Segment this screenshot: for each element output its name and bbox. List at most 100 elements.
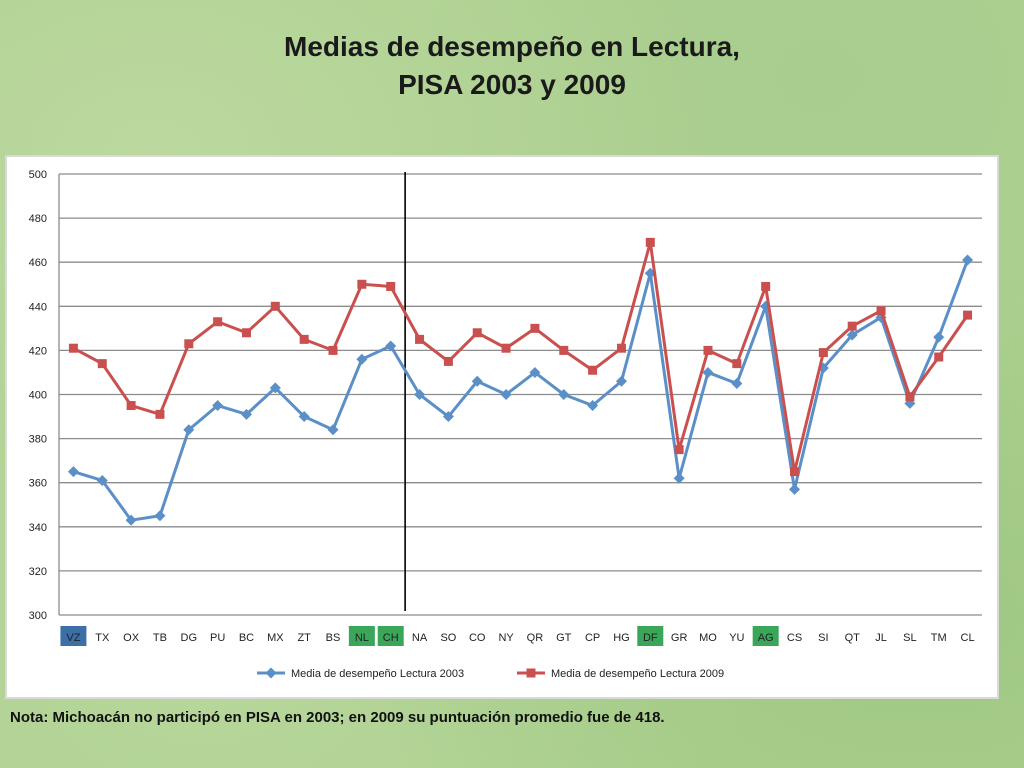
- data-point-2009: [443, 356, 453, 366]
- x-tick-label: CO: [469, 632, 486, 644]
- x-tick-label: SI: [818, 632, 828, 644]
- data-point-2009: [761, 281, 771, 291]
- series-line-1: [72, 259, 969, 522]
- y-tick-label: 360: [29, 478, 47, 490]
- y-tick-label: 460: [29, 257, 47, 269]
- data-point-2003: [212, 400, 224, 412]
- category-highlight: [752, 626, 779, 646]
- x-tick-label: BS: [326, 632, 341, 644]
- data-point-2003: [846, 329, 858, 341]
- data-point-2009: [588, 365, 598, 375]
- data-point-2009: [357, 279, 367, 289]
- data-point-2003: [817, 362, 829, 374]
- data-point-2009: [184, 339, 194, 349]
- data-point-2009: [328, 345, 338, 355]
- y-tick-label: 400: [29, 390, 47, 402]
- x-tick-label: DG: [181, 632, 198, 644]
- x-tick-label: NY: [498, 632, 514, 644]
- data-point-2003: [933, 331, 945, 343]
- x-tick-label: MO: [699, 632, 717, 644]
- data-point-2009: [818, 348, 828, 358]
- data-point-2009: [530, 323, 540, 333]
- footnote: Nota: Michoacán no participó en PISA en …: [10, 709, 665, 726]
- x-tick-label: MX: [267, 632, 284, 644]
- data-point-2009: [213, 317, 223, 327]
- line-chart: 300 320 340 360 380 400 420 440 460 480 500 VZ TX OX T…: [29, 169, 982, 680]
- data-point-2009: [472, 328, 482, 338]
- x-tick-label: NL: [355, 632, 369, 644]
- x-tick-label: PU: [210, 632, 225, 644]
- data-point-2009: [559, 345, 569, 355]
- x-tick-label: GT: [556, 632, 572, 644]
- data-point-2003: [385, 340, 397, 352]
- title-line-2: PISA 2003 y 2009: [398, 69, 626, 100]
- data-point-2009: [645, 237, 655, 247]
- category-highlight: [377, 626, 404, 646]
- data-point-2003: [702, 366, 714, 378]
- x-tick-label: SO: [440, 632, 456, 644]
- x-tick-label: SL: [903, 632, 916, 644]
- data-point-2009: [905, 392, 915, 402]
- data-point-2003: [125, 514, 137, 526]
- legend-label: Media de desempeño Lectura 2009: [551, 668, 724, 680]
- data-point-2009: [501, 343, 511, 353]
- data-point-2003: [500, 389, 512, 400]
- data-point-2003: [240, 408, 252, 420]
- x-tick-label: BC: [239, 632, 254, 644]
- data-point-2009: [299, 334, 309, 344]
- data-point-2003: [731, 377, 743, 389]
- y-tick-label: 420: [29, 345, 47, 357]
- y-tick-label: 380: [29, 434, 47, 446]
- data-point-2009: [790, 467, 800, 477]
- x-tick-label: YU: [729, 632, 744, 644]
- data-point-2009: [68, 343, 78, 353]
- data-point-2009: [386, 281, 396, 291]
- x-tick-label: GR: [671, 632, 688, 644]
- data-point-2003: [414, 389, 426, 400]
- data-point-2003: [615, 375, 627, 387]
- x-tick-label: OX: [123, 632, 140, 644]
- data-point-2009: [963, 310, 973, 320]
- data-point-2009: [934, 352, 944, 362]
- data-point-2009: [876, 306, 886, 316]
- x-tick-label: TX: [95, 632, 110, 644]
- data-point-2009: [241, 328, 251, 338]
- data-point-2009: [415, 334, 425, 344]
- x-tick-label: CL: [961, 632, 975, 644]
- y-tick-label: 300: [29, 610, 47, 622]
- x-tick-label: CS: [787, 632, 802, 644]
- x-tick-label: VZ: [66, 632, 80, 644]
- y-tick-label: 500: [29, 169, 47, 181]
- category-highlight: [60, 626, 87, 646]
- x-tick-label: AG: [758, 632, 774, 644]
- legend-marker: [526, 668, 536, 678]
- y-tick-label: 440: [29, 301, 47, 313]
- x-tick-label: TB: [153, 632, 167, 644]
- data-point-2003: [96, 474, 108, 486]
- data-point-2003: [529, 366, 541, 378]
- x-tick-label: NA: [412, 632, 428, 644]
- data-point-2003: [471, 375, 483, 387]
- data-point-2009: [155, 409, 165, 419]
- data-point-2009: [847, 321, 857, 331]
- y-tick-label: 480: [29, 213, 47, 225]
- data-point-2009: [97, 359, 107, 369]
- data-point-2003: [442, 411, 454, 423]
- data-point-2009: [270, 301, 280, 311]
- data-point-2003: [269, 382, 281, 394]
- data-point-2009: [674, 445, 684, 455]
- y-tick-label: 340: [29, 522, 47, 534]
- data-point-2003: [356, 353, 368, 365]
- data-point-2003: [789, 483, 801, 495]
- x-tick-label: DF: [643, 632, 658, 644]
- data-point-2003: [587, 400, 599, 412]
- category-highlight: [637, 626, 664, 646]
- data-point-2003: [183, 424, 195, 436]
- data-point-2003: [327, 424, 339, 436]
- y-tick-label: 320: [29, 566, 47, 578]
- data-point-2009: [703, 345, 713, 355]
- x-tick-label: QR: [527, 632, 544, 644]
- chart-frame: 300 320 340 360 380 400 420 440 460 480 500 VZ TX OX T…: [5, 155, 999, 699]
- x-tick-label: ZT: [297, 632, 311, 644]
- data-point-2009: [732, 359, 742, 369]
